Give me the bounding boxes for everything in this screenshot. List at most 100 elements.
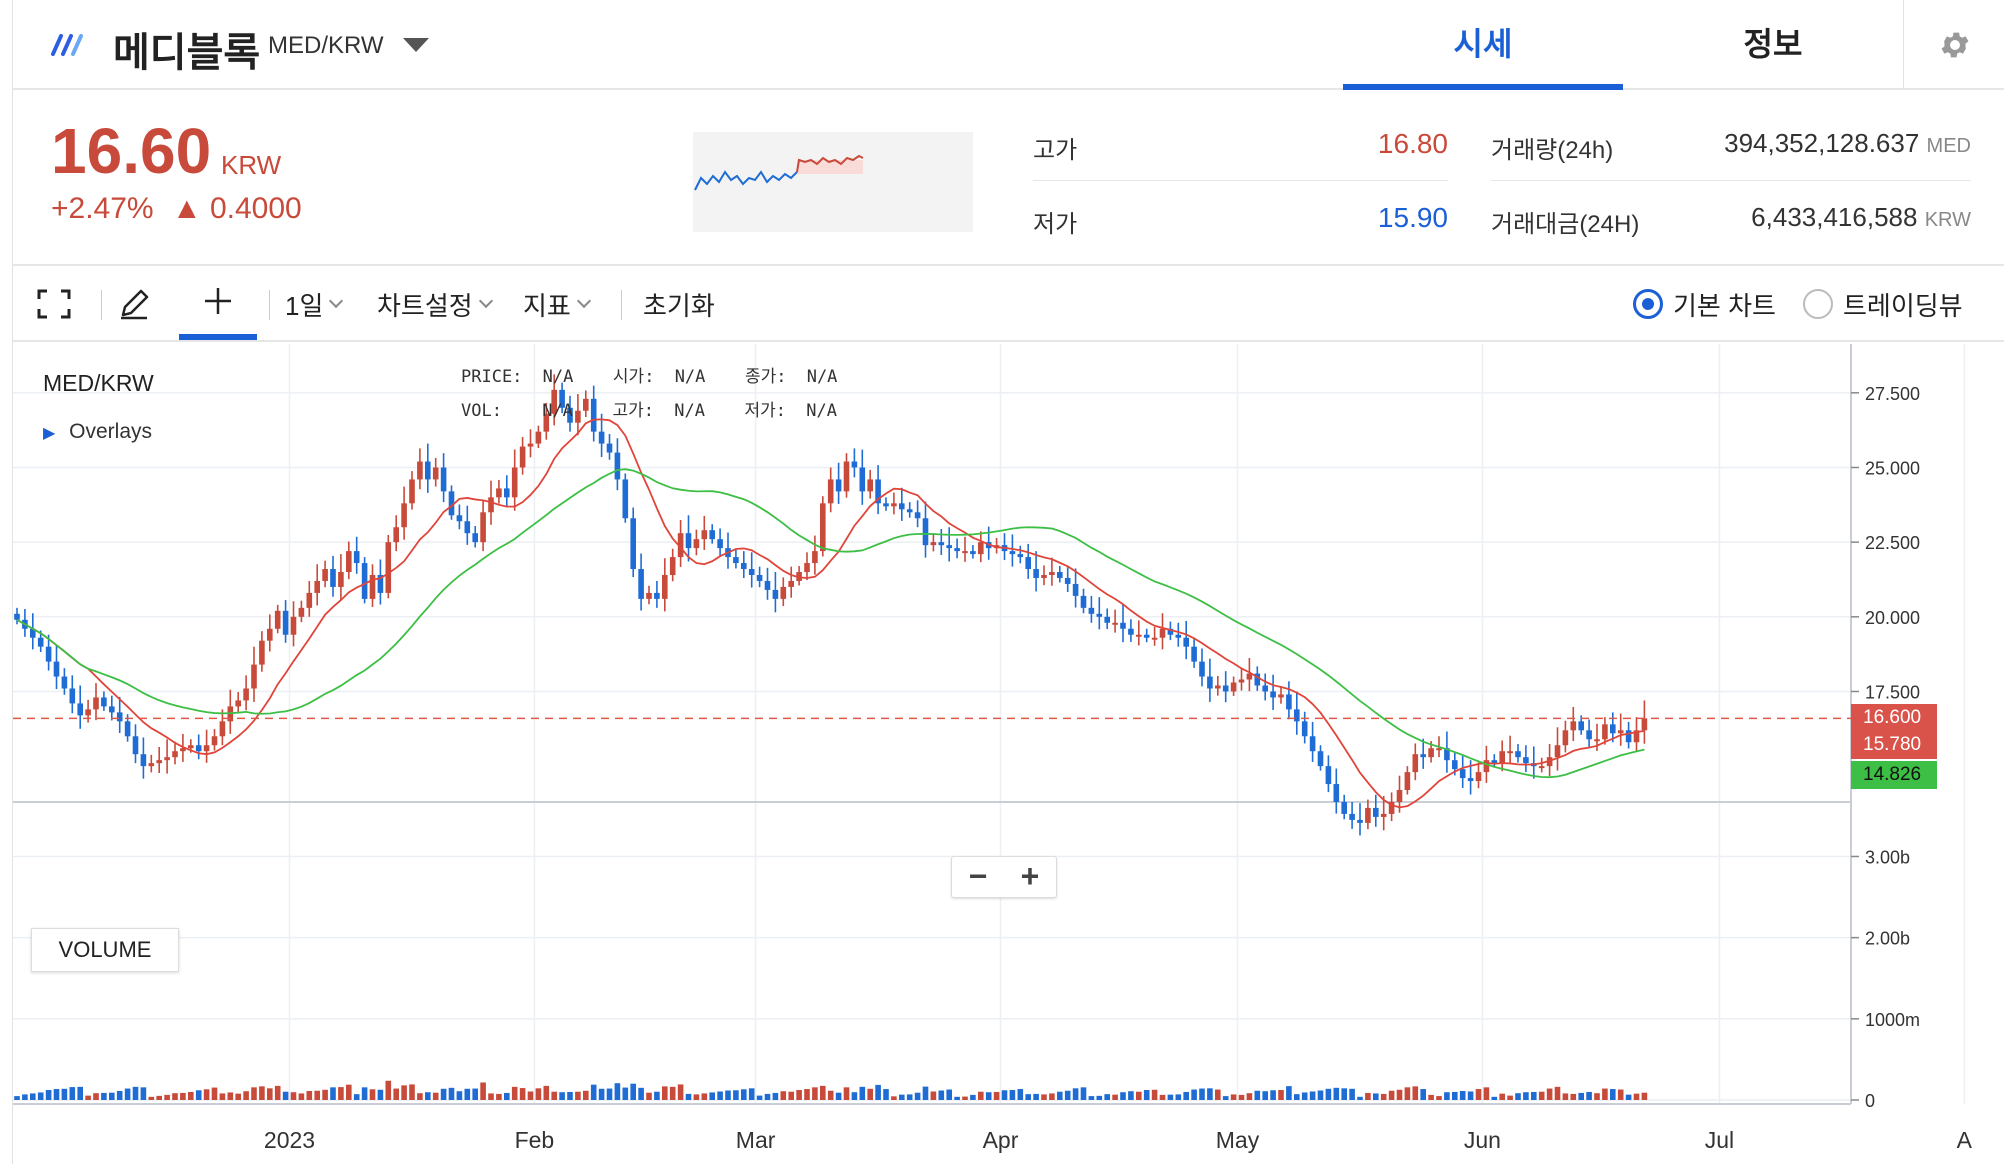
- candle-body: [1136, 634, 1142, 637]
- volume-bar: [812, 1087, 818, 1100]
- candlestick-chart[interactable]: 27.500 25.000 22.500 20.000 17.500 3.00b 2.00b…: [13, 344, 2004, 1164]
- volume-bar: [259, 1086, 265, 1100]
- chart-settings-select[interactable]: 차트설정: [377, 268, 493, 340]
- volume-bar: [77, 1086, 83, 1100]
- candle-body: [662, 575, 668, 599]
- candle-body: [1633, 730, 1640, 743]
- draw-button[interactable]: [117, 268, 161, 340]
- candle-body: [140, 754, 147, 767]
- candle-body: [164, 757, 170, 761]
- price-tick-label: 22.500: [1865, 533, 1920, 553]
- view-basic-label: 기본 차트: [1673, 290, 1776, 321]
- volume-bar: [1625, 1094, 1632, 1100]
- candle-body: [820, 503, 826, 552]
- volume-bar: [1246, 1093, 1253, 1100]
- candle-body: [717, 539, 723, 549]
- reset-button[interactable]: 초기화: [643, 290, 715, 321]
- volume-bar: [1578, 1092, 1584, 1100]
- volume-bar: [440, 1088, 447, 1100]
- candle-body: [1475, 772, 1482, 782]
- tab-price[interactable]: 시세: [1343, 0, 1623, 90]
- tab-info[interactable]: 정보: [1743, 25, 1803, 63]
- volume-bar: [788, 1091, 794, 1100]
- legend-low-label: 저가:: [744, 401, 786, 421]
- volume-bar: [1120, 1092, 1126, 1100]
- volume-bar: [835, 1092, 842, 1100]
- volume-bar: [1262, 1091, 1268, 1100]
- candle-body: [1278, 694, 1284, 698]
- candle-body: [1096, 613, 1103, 617]
- candle-body: [1238, 679, 1245, 683]
- interval-select[interactable]: 1일: [285, 268, 344, 340]
- crosshair-button[interactable]: [179, 268, 257, 340]
- indicators-select[interactable]: 지표: [523, 268, 591, 340]
- candle-body: [1215, 685, 1221, 689]
- candle-body: [606, 443, 613, 453]
- volume-bar: [140, 1087, 147, 1100]
- volume-bar: [109, 1092, 115, 1100]
- volume-bar: [1096, 1095, 1103, 1100]
- candle-body: [1072, 583, 1079, 596]
- volume-bar: [243, 1091, 249, 1100]
- candle-body: [772, 589, 779, 599]
- candle-body: [978, 542, 984, 555]
- volume-bar: [820, 1085, 826, 1100]
- volume-bar: [314, 1090, 320, 1100]
- volume-bar: [590, 1084, 597, 1100]
- candle-body: [1159, 628, 1166, 638]
- volume-bar: [1420, 1089, 1426, 1100]
- candle-body: [124, 721, 131, 737]
- volume-bar: [195, 1090, 202, 1100]
- volume-bar: [551, 1091, 557, 1100]
- volume-label: 거래량(24h): [1491, 137, 1614, 164]
- volume-bar: [709, 1092, 715, 1100]
- price-change: +2.47% ▲ 0.4000: [51, 192, 302, 226]
- overlays-toggle[interactable]: ▶ Overlays: [43, 420, 152, 444]
- candle-body: [1357, 819, 1363, 823]
- volume-bar: [1175, 1094, 1182, 1100]
- candle-body: [883, 503, 889, 507]
- ma-long-tag: 14.826: [1851, 761, 1937, 790]
- candle-body: [1467, 778, 1474, 782]
- volume-bar: [1033, 1093, 1039, 1100]
- view-basic-radio[interactable]: 기본 차트: [1633, 268, 1776, 340]
- view-trading-radio[interactable]: 트레이딩뷰: [1803, 268, 1963, 340]
- time-axis-label: Jul: [1705, 1127, 1734, 1153]
- price-chart-area[interactable]: 27.500 25.000 22.500 20.000 17.500 3.00b 2.00b…: [13, 344, 2004, 1164]
- candle-body: [235, 700, 241, 707]
- volume-bar: [567, 1091, 573, 1100]
- volume-bar: [883, 1089, 889, 1100]
- price-tick-label: 25.000: [1865, 458, 1920, 478]
- candle-body: [1491, 760, 1498, 764]
- candle-body: [101, 697, 107, 707]
- zoom-out-button[interactable]: −: [968, 858, 988, 894]
- settings-button[interactable]: [1903, 0, 2004, 90]
- coin-select-chevron-down-icon[interactable]: [403, 38, 429, 52]
- volume-bar: [456, 1091, 463, 1100]
- candle-body: [1199, 661, 1205, 677]
- fullscreen-button[interactable]: [37, 268, 81, 340]
- candle-body: [504, 488, 510, 498]
- volume-bar: [559, 1092, 565, 1100]
- volume-bar: [701, 1093, 708, 1100]
- volume-bar: [116, 1090, 123, 1100]
- volume-bar: [772, 1092, 779, 1100]
- candle-body: [1325, 766, 1332, 785]
- volume-tick-label: 2.00b: [1865, 929, 1910, 949]
- volume-bar: [748, 1088, 755, 1100]
- candle-body: [251, 664, 257, 689]
- volume-bar: [1610, 1089, 1616, 1100]
- candle-body: [338, 572, 344, 587]
- candle-body: [914, 512, 921, 519]
- zoom-in-button[interactable]: +: [1020, 858, 1040, 894]
- candle-body: [1191, 646, 1197, 662]
- volume-bar: [614, 1083, 621, 1100]
- candle-body: [1112, 622, 1118, 625]
- volume-bar: [1428, 1094, 1434, 1100]
- volume-bar: [843, 1087, 850, 1100]
- legend-vol-label: VOL:: [461, 401, 502, 421]
- divider: [621, 290, 622, 320]
- volume-bar: [425, 1092, 431, 1100]
- candle-body: [211, 736, 218, 746]
- volume-bar: [1254, 1090, 1261, 1100]
